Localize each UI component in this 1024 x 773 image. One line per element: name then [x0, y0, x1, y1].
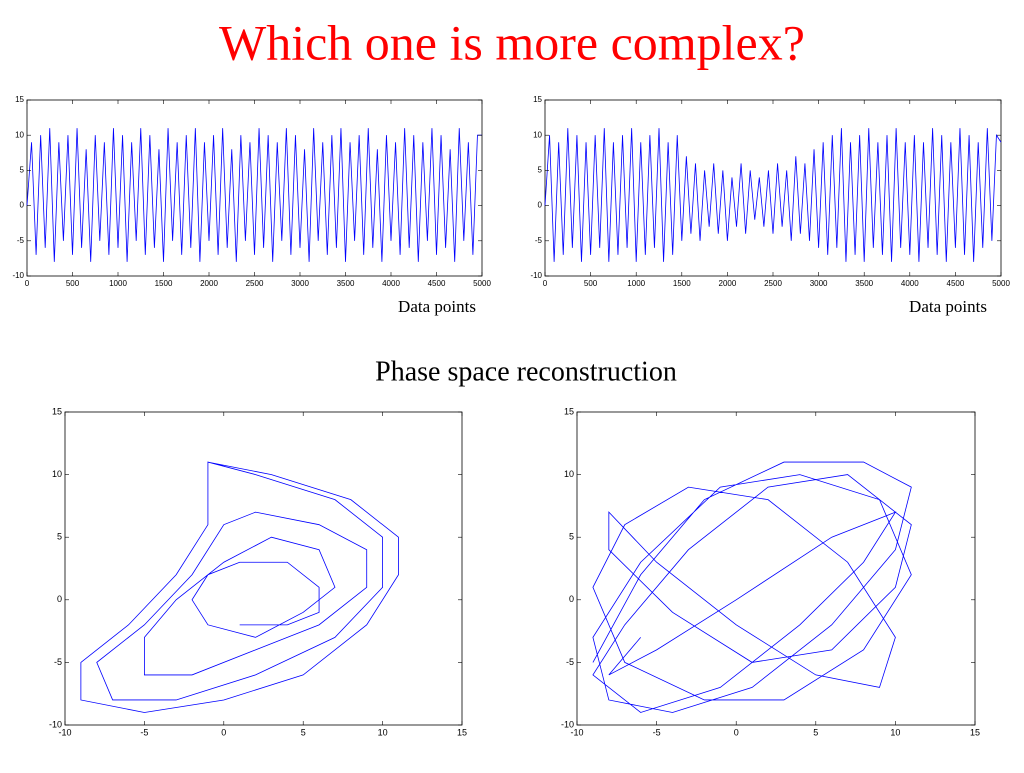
x-tick-label: 500 [584, 279, 598, 288]
y-tick-label: 5 [57, 532, 62, 542]
y-tick-label: 0 [538, 201, 543, 210]
x-tick-label: 15 [457, 727, 467, 737]
x-tick-label: -10 [58, 727, 71, 737]
slide-subtitle: Phase space reconstruction [375, 356, 677, 387]
x-tick-label: 15 [970, 727, 980, 737]
y-tick-label: 10 [533, 130, 542, 139]
y-tick-label: 15 [564, 406, 574, 416]
x-tick-label: 3500 [855, 279, 873, 288]
x-tick-label: 0 [543, 279, 548, 288]
x-tick-label: 5 [813, 727, 818, 737]
y-tick-label: 0 [20, 201, 25, 210]
plot-frame [544, 99, 1002, 277]
x-tick-label: 2500 [246, 279, 264, 288]
x-tick-label: 1500 [155, 279, 173, 288]
x-tick-label: 3000 [291, 279, 309, 288]
x-tick-label: 10 [890, 727, 900, 737]
y-tick-label: -10 [49, 719, 62, 729]
x-tick-label: 4500 [947, 279, 965, 288]
x-tick-label: 0 [221, 727, 226, 737]
x-tick-label: 1500 [673, 279, 691, 288]
data-line [26, 128, 482, 262]
y-tick-label: 5 [20, 166, 25, 175]
y-tick-label: 5 [569, 532, 574, 542]
x-tick-label: 2000 [719, 279, 737, 288]
x-tick-label: 1000 [109, 279, 127, 288]
y-tick-label: 0 [57, 594, 62, 604]
x-tick-label: 10 [378, 727, 388, 737]
data-line [592, 461, 912, 713]
x-tick-label: 2000 [200, 279, 218, 288]
y-tick-label: 5 [538, 166, 543, 175]
y-tick-label: -10 [530, 271, 542, 280]
y-tick-label: -5 [17, 236, 25, 245]
x-axis-label: Data points [909, 297, 987, 316]
x-tick-label: -10 [570, 727, 583, 737]
x-tick-label: 5 [301, 727, 306, 737]
y-tick-label: -10 [561, 719, 574, 729]
y-tick-label: 10 [564, 469, 574, 479]
data-line [80, 461, 399, 713]
y-tick-label: -5 [566, 657, 574, 667]
x-tick-label: 500 [66, 279, 80, 288]
x-tick-label: 1000 [627, 279, 645, 288]
x-tick-label: 5000 [473, 279, 491, 288]
x-tick-label: -5 [653, 727, 661, 737]
y-tick-label: 0 [569, 594, 574, 604]
x-tick-label: 3000 [810, 279, 828, 288]
x-tick-label: 0 [734, 727, 739, 737]
y-tick-label: 15 [52, 406, 62, 416]
y-tick-label: 15 [533, 95, 542, 104]
plot-frame [64, 411, 463, 726]
slide-title: Which one is more complex? [219, 14, 805, 70]
x-tick-label: 5000 [992, 279, 1010, 288]
x-axis-label: Data points [398, 297, 476, 316]
x-tick-label: 3500 [337, 279, 355, 288]
y-tick-label: 10 [15, 130, 24, 139]
x-tick-label: -5 [140, 727, 148, 737]
y-tick-label: 15 [15, 95, 24, 104]
y-tick-label: 10 [52, 469, 62, 479]
y-tick-label: -5 [54, 657, 62, 667]
x-tick-label: 2500 [764, 279, 782, 288]
y-tick-label: -10 [12, 271, 24, 280]
x-tick-label: 4000 [382, 279, 400, 288]
x-tick-label: 4500 [428, 279, 446, 288]
x-tick-label: 4000 [901, 279, 919, 288]
y-tick-label: -5 [535, 236, 543, 245]
x-tick-label: 0 [25, 279, 30, 288]
data-line [544, 128, 1002, 262]
